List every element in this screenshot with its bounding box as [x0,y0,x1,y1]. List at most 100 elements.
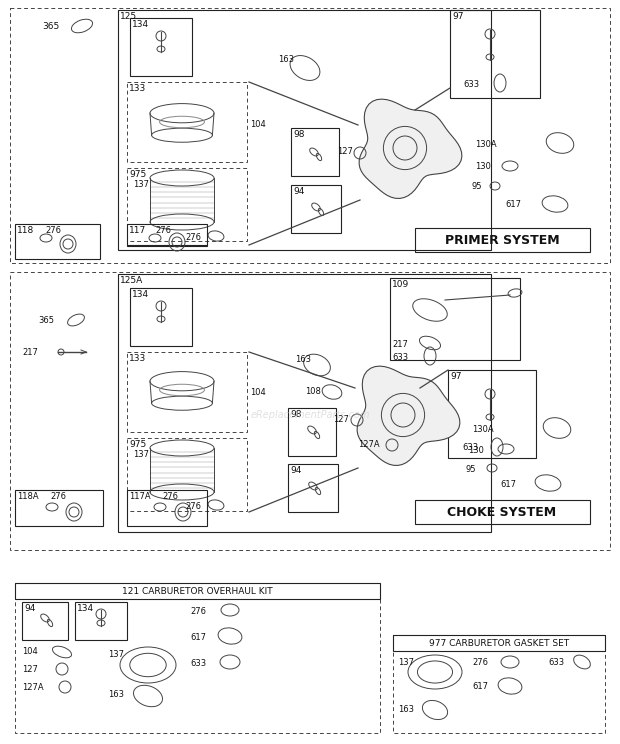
Text: 97: 97 [452,12,464,21]
Text: 163: 163 [108,690,124,699]
Text: 217: 217 [22,348,38,357]
Text: 276: 276 [190,607,206,616]
Text: 365: 365 [42,22,60,31]
Text: 121 CARBURETOR OVERHAUL KIT: 121 CARBURETOR OVERHAUL KIT [122,586,273,595]
Text: 617: 617 [472,682,488,691]
Text: 94: 94 [290,466,301,475]
Text: 104: 104 [250,120,266,129]
Bar [127,438,247,511]
Bar [291,128,339,176]
Text: 97: 97 [450,372,461,381]
Bar [415,228,590,252]
Bar [15,224,100,259]
Text: 134: 134 [132,290,149,299]
Text: 127A: 127A [358,440,379,449]
Text: 217: 217 [392,340,408,349]
Text: 130A: 130A [475,140,497,149]
Text: 117A: 117A [129,492,151,501]
Text: 118A: 118A [17,492,38,501]
Text: 365: 365 [38,316,54,325]
Bar [393,635,605,651]
Bar [118,10,491,250]
Polygon shape [359,99,462,199]
Text: 163: 163 [278,55,294,64]
Text: 975: 975 [129,170,146,179]
Text: 276: 276 [472,658,488,667]
Text: 134: 134 [77,604,94,613]
Bar [127,82,247,162]
Text: PRIMER SYSTEM: PRIMER SYSTEM [445,234,559,246]
Bar [118,274,491,532]
Bar [22,602,68,640]
Text: 276: 276 [155,226,171,235]
Text: 617: 617 [500,480,516,489]
Bar [15,490,103,526]
Bar [127,490,207,526]
Text: 125A: 125A [120,276,143,285]
Text: 127: 127 [337,147,353,156]
Text: 130: 130 [468,446,484,455]
Bar [75,602,127,640]
Text: eReplacementParts.com: eReplacementParts.com [250,410,370,420]
Text: 130A: 130A [472,425,494,434]
Text: 108: 108 [305,387,321,396]
Bar [10,272,610,550]
Text: 137: 137 [108,650,124,659]
Text: 633: 633 [190,659,206,668]
Text: 276: 276 [162,492,178,501]
Text: 117: 117 [129,226,146,235]
Text: 137: 137 [398,658,414,667]
Text: 134: 134 [132,20,149,29]
Text: 95: 95 [465,465,476,474]
Bar [393,635,605,733]
Text: 94: 94 [24,604,35,613]
Text: 617: 617 [505,200,521,209]
Text: 127: 127 [22,665,38,674]
Text: 633: 633 [462,443,478,452]
Bar [288,464,338,512]
Text: 104: 104 [250,388,266,397]
Text: 95: 95 [472,182,482,191]
Text: 276: 276 [185,502,201,511]
Text: 276: 276 [185,233,201,242]
Text: 98: 98 [290,410,301,419]
Text: 633: 633 [463,80,479,89]
Text: 276: 276 [50,492,66,501]
Bar [15,583,380,733]
Bar [415,500,590,524]
Bar [291,185,341,233]
Text: CHOKE SYSTEM: CHOKE SYSTEM [448,505,557,519]
Text: 633: 633 [392,353,408,362]
Text: 617: 617 [190,633,206,642]
Text: 130: 130 [475,162,491,171]
Text: 127A: 127A [22,683,43,692]
Text: 163: 163 [398,705,414,714]
Text: 94: 94 [293,187,304,196]
Text: 127: 127 [333,415,349,424]
Bar [288,408,336,456]
Text: 977 CARBURETOR GASKET SET: 977 CARBURETOR GASKET SET [429,638,569,647]
Bar [130,288,192,346]
Bar [127,168,247,241]
Text: 109: 109 [392,280,409,289]
Text: 133: 133 [129,84,146,93]
Text: 137: 137 [133,450,149,459]
Text: 98: 98 [293,130,304,139]
Text: 104: 104 [22,647,38,656]
Text: 125: 125 [120,12,137,21]
Text: 118: 118 [17,226,34,235]
Bar [450,10,540,98]
Text: 163: 163 [295,355,311,364]
Bar [10,8,610,263]
Bar [130,18,192,76]
Bar [448,370,536,458]
Text: 633: 633 [548,658,564,667]
Polygon shape [357,366,460,466]
Bar [127,352,247,432]
Bar [390,278,520,360]
Text: 133: 133 [129,354,146,363]
Bar [15,583,380,599]
Text: 276: 276 [45,226,61,235]
Bar [127,224,207,246]
Text: 137: 137 [133,180,149,189]
